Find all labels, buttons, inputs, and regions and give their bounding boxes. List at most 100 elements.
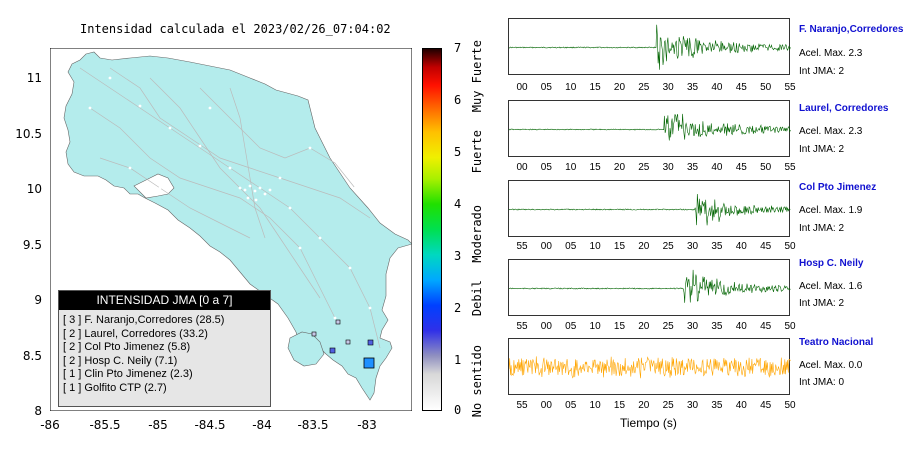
time-tick: 15 xyxy=(589,162,601,173)
station-name: Hosp C. Neily xyxy=(799,258,864,269)
time-tick: 10 xyxy=(589,321,601,332)
time-axis-label: Tiempo (s) xyxy=(620,416,677,430)
time-tick-row: 00 05 10 15 20 25 30 35 40 45 50 55 xyxy=(508,82,795,96)
time-tick: 45 xyxy=(760,321,772,332)
station-name: Col Pto Jimenez xyxy=(799,182,877,193)
time-tick: 40 xyxy=(735,321,747,332)
lat-tick: 9 xyxy=(34,293,42,307)
lat-tick: 9.5 xyxy=(22,238,42,252)
colorbar-label-no-sentido: No sentido xyxy=(470,345,484,418)
time-tick: 30 xyxy=(686,321,699,332)
time-tick: 20 xyxy=(613,82,626,93)
lat-tick: 11 xyxy=(26,71,42,85)
time-tick: 35 xyxy=(711,241,723,252)
time-tick: 20 xyxy=(638,321,650,332)
time-tick: 10 xyxy=(589,400,601,411)
time-tick: 10 xyxy=(565,82,577,93)
lat-tick: 8 xyxy=(34,404,42,418)
time-tick: 30 xyxy=(686,241,699,252)
time-tick: 20 xyxy=(638,241,650,252)
road-network xyxy=(79,67,381,349)
time-tick: 30 xyxy=(662,162,674,173)
time-tick: 35 xyxy=(711,400,723,411)
time-tick: 50 xyxy=(760,82,772,93)
waveform-plot xyxy=(509,24,791,70)
station-name: Teatro Nacional xyxy=(799,337,874,348)
time-tick: 05 xyxy=(540,162,552,173)
map-title: Intensidad calculada el 2023/02/26_07:04… xyxy=(80,22,391,36)
station-int: Int JMA: 2 xyxy=(799,144,845,155)
time-tick: 45 xyxy=(735,82,747,93)
lon-tick: -85.5 xyxy=(89,418,121,432)
time-tick: 00 xyxy=(516,162,528,173)
legend-row: [ 3 ] F. Naranjo,Corredores (28.5) xyxy=(63,314,225,326)
station-marker xyxy=(329,347,336,354)
colorbar-tick: 1 xyxy=(454,353,462,367)
time-tick: 05 xyxy=(565,400,577,411)
time-tick: 55 xyxy=(516,400,528,411)
time-tick: 05 xyxy=(565,321,577,332)
time-tick: 30 xyxy=(662,82,674,93)
time-tick: 00 xyxy=(540,321,552,332)
lat-tick: 10.5 xyxy=(15,127,42,141)
colorbar-tick: 5 xyxy=(454,145,462,159)
time-tick: 50 xyxy=(784,400,796,411)
waveform-plot xyxy=(509,356,791,379)
station-acel: Acel. Max. 1.6 xyxy=(799,281,863,292)
station-int: Int JMA: 2 xyxy=(799,223,845,234)
waveform-trace xyxy=(509,24,791,70)
time-tick: 55 xyxy=(516,241,528,252)
waveform-panel[interactable] xyxy=(508,180,791,237)
legend-row: [ 2 ] Col Pto Jimenez (5.8) xyxy=(63,341,191,354)
station-marker xyxy=(335,319,341,325)
legend-row: [ 1 ] Golfito CTP (2.7) xyxy=(63,381,167,394)
time-tick: 30 xyxy=(686,400,699,411)
time-tick-row: 55 00 05 10 15 20 25 30 35 40 45 50 xyxy=(508,400,795,414)
time-tick: 15 xyxy=(589,82,601,93)
time-tick: 45 xyxy=(735,162,747,173)
time-tick: 40 xyxy=(735,400,747,411)
time-tick: 40 xyxy=(735,241,747,252)
lat-tick: 8.5 xyxy=(22,349,42,363)
time-tick-row: 55 00 05 10 15 20 25 30 35 40 45 50 xyxy=(508,321,795,335)
osa-peninsula xyxy=(287,331,325,367)
waveform-plot xyxy=(509,113,791,141)
station-name: F. Naranjo,Corredores xyxy=(799,24,904,35)
lon-tick: -85 xyxy=(148,418,168,432)
nicoya-peninsula-gulf xyxy=(133,173,175,199)
station-marker xyxy=(345,339,351,345)
station-int: Int JMA: 0 xyxy=(799,377,845,388)
time-tick: 25 xyxy=(662,321,674,332)
time-tick-row: 00 05 10 15 20 25 30 35 40 45 50 55 xyxy=(508,162,795,176)
waveform-plot xyxy=(509,269,791,303)
time-tick: 50 xyxy=(784,241,796,252)
station-markers[interactable] xyxy=(311,319,375,369)
time-tick: 05 xyxy=(565,241,577,252)
time-tick: 15 xyxy=(613,400,626,411)
waveform-panel[interactable] xyxy=(508,338,791,395)
waveform-panel[interactable] xyxy=(508,259,791,316)
time-tick: 35 xyxy=(711,321,723,332)
lon-tick: -84.5 xyxy=(194,418,226,432)
time-tick: 20 xyxy=(638,400,650,411)
time-tick: 00 xyxy=(540,241,552,252)
colorbar-label-fuerte: Fuerte xyxy=(470,130,484,174)
legend-row: [ 2 ] Hosp C. Neily (7.1) xyxy=(63,354,178,367)
colorbar-label-muy-fuerte: Muy Fuerte xyxy=(470,40,484,113)
station-int: Int JMA: 2 xyxy=(799,66,845,77)
waveform-trace xyxy=(509,193,791,226)
time-tick: 15 xyxy=(613,241,626,252)
time-tick: 35 xyxy=(686,82,699,93)
intensity-legend: INTENSIDAD JMA [0 a 7] [ 3 ] F. Naranjo,… xyxy=(58,290,271,407)
colorbar-label-moderado: Moderado xyxy=(470,205,484,263)
colorbar-tick: 4 xyxy=(454,197,462,211)
time-tick: 00 xyxy=(540,400,552,411)
colorbar-tick: 0 xyxy=(454,403,462,417)
waveform-panel[interactable] xyxy=(508,18,791,75)
time-tick: 35 xyxy=(686,162,699,173)
station-acel: Acel. Max. 1.9 xyxy=(799,205,863,216)
waveform-trace xyxy=(509,113,791,141)
waveform-panel[interactable] xyxy=(508,100,791,157)
lon-tick: -84 xyxy=(252,418,272,432)
station-int: Int JMA: 2 xyxy=(799,298,845,309)
